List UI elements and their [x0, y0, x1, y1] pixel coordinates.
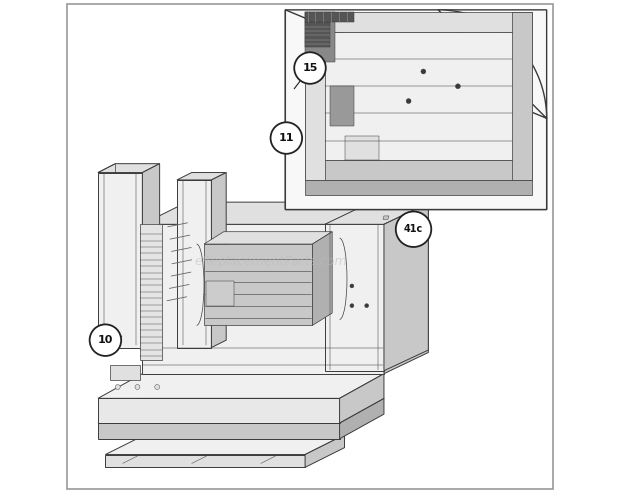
Polygon shape [206, 281, 234, 306]
Circle shape [135, 385, 140, 389]
Polygon shape [325, 203, 428, 224]
Polygon shape [211, 173, 226, 348]
Text: 15: 15 [303, 63, 317, 73]
Polygon shape [177, 173, 226, 180]
Polygon shape [105, 435, 345, 455]
Polygon shape [305, 22, 330, 47]
Circle shape [421, 69, 426, 74]
Polygon shape [383, 216, 389, 219]
Polygon shape [98, 164, 159, 173]
Circle shape [456, 84, 461, 89]
Polygon shape [305, 32, 532, 160]
Text: 10: 10 [98, 335, 113, 345]
Circle shape [270, 122, 302, 154]
Circle shape [365, 304, 369, 308]
Polygon shape [143, 224, 384, 374]
Polygon shape [105, 455, 305, 467]
Polygon shape [340, 374, 384, 423]
Polygon shape [177, 180, 211, 348]
Polygon shape [110, 365, 140, 380]
Circle shape [294, 52, 326, 84]
Polygon shape [98, 173, 143, 348]
Text: 11: 11 [278, 133, 294, 143]
Polygon shape [330, 86, 355, 126]
Polygon shape [305, 12, 355, 22]
Text: 41c: 41c [404, 224, 423, 234]
Polygon shape [98, 423, 340, 439]
Polygon shape [140, 224, 162, 360]
Polygon shape [384, 202, 428, 374]
Polygon shape [98, 398, 340, 423]
Polygon shape [340, 398, 384, 439]
Polygon shape [384, 203, 428, 371]
Circle shape [350, 304, 354, 308]
Polygon shape [305, 435, 345, 467]
FancyBboxPatch shape [285, 10, 547, 210]
Circle shape [155, 385, 159, 389]
Polygon shape [285, 10, 547, 210]
Circle shape [115, 385, 120, 389]
Polygon shape [312, 232, 332, 325]
Polygon shape [204, 232, 332, 244]
Polygon shape [325, 224, 384, 371]
Polygon shape [143, 164, 159, 348]
Polygon shape [305, 180, 532, 195]
Text: eReplacementParts.com: eReplacementParts.com [194, 255, 347, 268]
Circle shape [350, 284, 354, 288]
Polygon shape [98, 398, 384, 423]
Polygon shape [305, 12, 335, 62]
Polygon shape [305, 12, 325, 180]
Circle shape [90, 324, 121, 356]
Polygon shape [204, 244, 312, 325]
Polygon shape [512, 12, 532, 180]
Polygon shape [345, 136, 379, 160]
Polygon shape [143, 202, 428, 224]
Polygon shape [305, 160, 532, 180]
Circle shape [406, 99, 411, 104]
Polygon shape [98, 374, 384, 398]
Circle shape [396, 211, 432, 247]
Polygon shape [305, 12, 532, 32]
